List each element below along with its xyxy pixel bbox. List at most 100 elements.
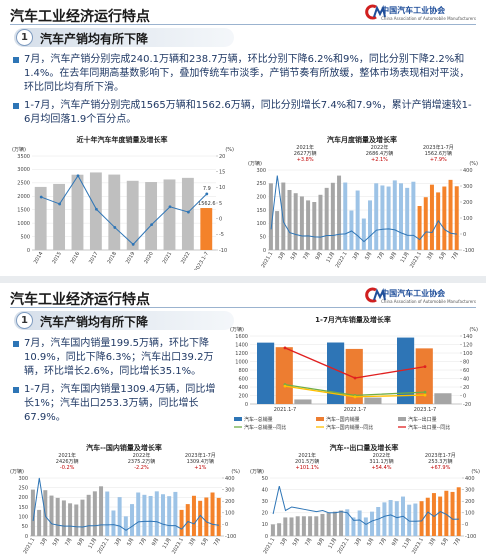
x-tick-label: 2019 (125, 251, 137, 265)
annotation: +3.8% (297, 157, 314, 163)
annotation: 1562.6万辆 (425, 150, 453, 157)
legend-label: 汽车--总销量--同比 (244, 424, 286, 431)
y2-tick-label: 100 (465, 511, 475, 517)
x-tick-label: 5月 (52, 537, 61, 547)
y-axis-label: (万辆) (10, 468, 24, 475)
rule (10, 24, 476, 25)
y2-tick-label: 300 (225, 487, 235, 493)
bar (277, 523, 282, 536)
x-tick-label: 2022.1 (97, 537, 111, 555)
x-tick-label: 2014 (33, 251, 45, 265)
y-tick-label: 100 (18, 514, 28, 520)
legend-label: 汽车--国内销量--同比 (326, 424, 373, 431)
x-tick-label: 3月 (277, 251, 286, 261)
x-tick-label: 2023.1-7 (194, 251, 210, 270)
chart: 汽车月度销量及增长率 (万辆) (%) 0 50 100 150 200 250 300 -100 0… (248, 135, 478, 269)
y2-tick-label: -20 (463, 402, 471, 408)
y-tick-label: 150 (256, 208, 266, 214)
bar (275, 347, 293, 404)
bar (332, 511, 337, 536)
x-tick-label: 5月 (290, 251, 299, 261)
y2-tick-label: 400 (465, 476, 475, 482)
y2-tick-label: 200 (225, 499, 235, 505)
bar (318, 194, 323, 250)
x-tick-label: 5月 (364, 251, 373, 261)
bullet: 1-7月，汽车国内销量1309.4万辆，同比增长1%；汽车出口253.3万辆，同… (12, 383, 220, 425)
y-tick-label: 400 (238, 385, 248, 391)
chart-title: 汽车--国内销量及增长率 (86, 443, 162, 452)
bar (167, 496, 172, 536)
x-tick-label: 7月 (377, 251, 386, 261)
bar (397, 337, 415, 404)
bar (394, 501, 399, 536)
bar (294, 399, 312, 404)
bar (324, 187, 329, 250)
y2-axis-label: (%) (469, 327, 478, 333)
x-tick-label: 7月 (302, 251, 311, 261)
bar (163, 179, 176, 250)
bar (343, 182, 348, 250)
y2-axis-label: (%) (471, 469, 480, 475)
bar (450, 491, 455, 536)
y2-tick-label: 200 (463, 200, 473, 206)
chart-title: 汽车月度销量及增长率 (327, 135, 397, 144)
slide: 汽车工业经济运行特点 中国汽车工业协会 China Association of … (0, 283, 486, 560)
x-tick-label: 3月 (428, 537, 437, 547)
x-tick-label: 7月 (139, 537, 148, 547)
y2-tick-label: 40 (463, 376, 469, 382)
bar (74, 504, 79, 536)
y2-tick-label: 60 (463, 368, 469, 374)
y-tick-label: 200 (238, 393, 248, 399)
bar (289, 517, 294, 536)
x-tick-label: 7月 (453, 537, 462, 547)
x-tick-label: 3月 (352, 251, 361, 261)
annotation: 2021年 (298, 452, 316, 459)
legend-label: 汽车--国内销量 (326, 416, 360, 423)
section: 1 汽车产销均有所下降 (14, 311, 234, 330)
x-tick-label: 3月 (426, 251, 435, 261)
legend-label: 汽车--出口量 (408, 416, 437, 423)
bar (145, 182, 158, 250)
bar (257, 342, 275, 404)
y-tick-label: 1600 (235, 334, 248, 340)
x-tick-label: 2022.1 (337, 537, 351, 555)
org-en: China Association of Automobile Manufact… (381, 299, 476, 304)
org: 中国汽车工业协会 China Association of Automobile … (381, 5, 476, 21)
bar (413, 503, 418, 536)
x-tick-label: 9月 (317, 537, 326, 547)
bar (204, 497, 209, 536)
x-tick-label: 7月 (64, 537, 73, 547)
y2-tick-label: 100 (463, 351, 473, 357)
annotation: 2023年1-7月 (425, 452, 456, 459)
y-axis-label: (万辆) (230, 326, 244, 333)
annotation: +2.1% (371, 157, 388, 163)
point (423, 365, 427, 369)
slide: 汽车工业经济运行特点 中国汽车工业协会 China Association of … (0, 0, 486, 276)
x-tick-label: 2023.1 (411, 537, 425, 555)
y2-tick-label: -10 (219, 248, 227, 254)
section: 1 汽车产销均有所下降 (14, 28, 234, 47)
bar (154, 491, 159, 536)
y-tick-label: 30 (262, 499, 268, 505)
bar (270, 524, 275, 536)
point (131, 242, 135, 246)
bar (345, 509, 350, 536)
x-tick-label: 2022.1 (335, 251, 349, 269)
line (270, 175, 457, 243)
section-heading: 汽车产销均有所下降 (40, 32, 149, 46)
bullet: 7月，汽车产销分别完成240.1万辆和238.7万辆，环比分别下降6.2%和9%… (12, 53, 474, 95)
bar (130, 504, 135, 536)
annotation: 2686.4万辆 (366, 150, 394, 157)
y-tick-label: 2500 (17, 181, 30, 187)
bar (99, 486, 104, 536)
chart-title: 1-7月汽车销量及增长率 (315, 315, 391, 324)
bar (326, 512, 331, 536)
org: 中国汽车工业协会 China Association of Automobile … (381, 288, 476, 304)
y-tick-label: 250 (256, 181, 266, 187)
y-tick-label: 2000 (17, 194, 30, 200)
y-tick-label: 0 (27, 248, 30, 254)
bar (111, 510, 116, 536)
bar (142, 494, 147, 536)
x-tick-label: 7月 (379, 537, 388, 547)
x-tick-label: 2015 (51, 251, 63, 265)
